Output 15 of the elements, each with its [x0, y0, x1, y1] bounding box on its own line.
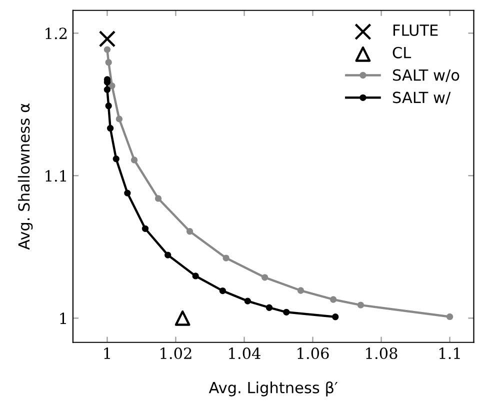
legend-label: SALT w/o	[392, 69, 460, 82]
legend-label: CL	[392, 46, 412, 58]
legend-label: FLUTE	[393, 24, 438, 36]
y-tick-label: 1	[60, 312, 66, 324]
x-tick-label: 1	[104, 348, 110, 359]
y-tick-label: 1.1	[46, 170, 66, 182]
x-tick-label: 1.1	[439, 348, 460, 360]
y-tick-label: 1.2	[46, 28, 67, 40]
x-tick-label: 1.08	[366, 348, 398, 360]
y-axis-title: Avg. Shallowness α	[18, 104, 33, 250]
x-axis-title: Avg. Lightness β′	[208, 381, 338, 396]
x-tick-label: 1.06	[298, 348, 329, 360]
x-tick-label: 1.04	[229, 348, 260, 360]
legend-label: SALT w/	[392, 92, 451, 104]
x-tick-label: 1.02	[160, 348, 192, 360]
